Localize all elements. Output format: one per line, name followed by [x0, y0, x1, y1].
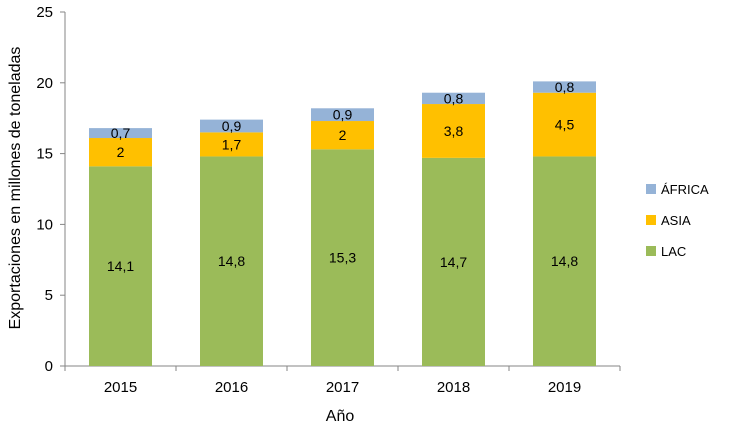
bars [89, 81, 596, 366]
data-label: 15,3 [329, 250, 356, 266]
data-label: 0,9 [333, 107, 353, 123]
data-label: 14,8 [551, 253, 578, 269]
bar-lac-2018 [422, 157, 485, 366]
y-tick-label: 0 [45, 358, 53, 375]
bar-africa-2018 [422, 92, 485, 105]
y-tick-label: 20 [36, 75, 53, 92]
y-axis-title: Exportaciones en millones de toneladas [7, 47, 24, 330]
x-axis: 2015 2016 2017 2018 2019 [64, 365, 621, 396]
y-tick-label: 5 [45, 287, 53, 304]
bar-africa-2016 [200, 119, 263, 133]
data-label: 4,5 [555, 117, 575, 133]
data-label: 1,7 [222, 136, 242, 152]
y-tick-label: 10 [36, 216, 53, 233]
bar-africa-2019 [533, 81, 596, 93]
data-label: 0,8 [444, 90, 464, 106]
legend-label: LAC [661, 244, 686, 259]
data-label: 0,9 [222, 118, 242, 134]
y-tick-label: 15 [36, 146, 53, 163]
bar-lac-2015 [89, 166, 152, 366]
legend-label: ÁFRICA [661, 182, 709, 197]
y-axis: 0 5 10 15 20 25 [36, 4, 66, 375]
bar-lac-2016 [200, 156, 263, 366]
legend-swatch [646, 246, 656, 256]
x-tick-label: 2019 [548, 379, 581, 396]
data-labels: 14,1 2 0,7 14,8 1,7 0,9 15,3 2 0,9 14,7 3,8 0,8 14,8… [107, 79, 578, 274]
x-axis-title: Año [326, 408, 355, 425]
data-label: 2 [339, 127, 347, 143]
legend-swatch [646, 215, 656, 225]
data-label: 0,8 [555, 79, 575, 95]
bar-lac-2017 [311, 149, 374, 366]
legend-label: ASIA [661, 213, 691, 228]
data-label: 14,8 [218, 253, 245, 269]
data-label: 2 [117, 144, 125, 160]
bar-asia-2015 [89, 138, 152, 167]
bar-asia-2019 [533, 92, 596, 157]
x-tick-label: 2016 [215, 379, 248, 396]
bar-asia-2016 [200, 132, 263, 157]
data-label: 14,7 [440, 254, 467, 270]
bar-africa-2017 [311, 108, 374, 122]
bar-lac-2019 [533, 156, 596, 366]
y-tick-label: 25 [36, 4, 53, 21]
bar-africa-2015 [89, 128, 152, 139]
data-label: 14,1 [107, 258, 134, 274]
data-label: 3,8 [444, 123, 464, 139]
bar-asia-2017 [311, 121, 374, 150]
x-tick-label: 2015 [104, 379, 137, 396]
data-label: 0,7 [111, 125, 131, 141]
x-tick-label: 2018 [437, 379, 470, 396]
x-tick-label: 2017 [326, 379, 359, 396]
bar-asia-2018 [422, 104, 485, 158]
legend: ÁFRICA ASIA LAC [646, 182, 709, 259]
legend-swatch [646, 184, 656, 194]
